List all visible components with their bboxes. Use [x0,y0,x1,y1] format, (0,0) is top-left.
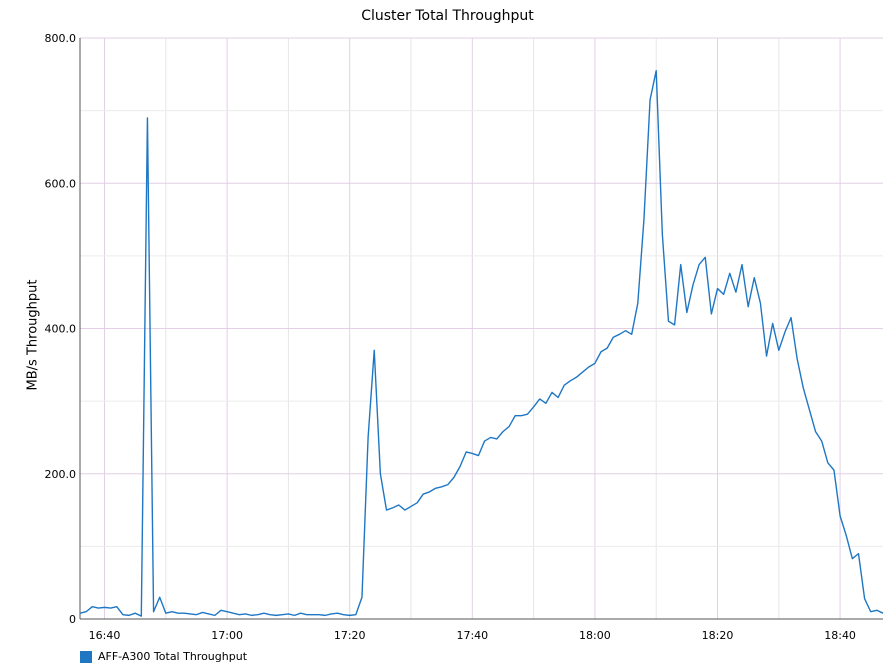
x-tick-labels: 16:40 17:00 17:20 17:40 18:00 18:20 18:40 [89,629,856,642]
x-tick-label: 16:40 [89,629,121,642]
x-tick-label: 18:20 [702,629,734,642]
series-lines [79,69,884,617]
y-tick-label: 800.0 [45,32,77,45]
series-line [79,69,884,617]
y-tick-label: 600.0 [45,177,77,190]
y-tick-label: 0 [69,613,76,626]
x-tick-label: 17:00 [211,629,243,642]
legend-swatch [80,650,92,663]
x-tick-label: 17:40 [456,629,488,642]
legend-label: AFF-A300 Total Throughput [98,650,248,663]
chart-title: Cluster Total Throughput [361,8,534,24]
axes [79,38,883,620]
y-tick-label: 200.0 [45,468,77,481]
legend: AFF-A300 Total Throughput [80,650,247,663]
y-tick-label: 400.0 [45,323,77,336]
y-tick-labels: 0 200.0 400.0 600.0 800.0 [45,32,77,626]
horizontal-gridlines [80,37,883,547]
x-tick-label: 18:00 [579,629,611,642]
x-tick-label: 18:40 [824,629,856,642]
x-tick-label: 17:20 [334,629,366,642]
